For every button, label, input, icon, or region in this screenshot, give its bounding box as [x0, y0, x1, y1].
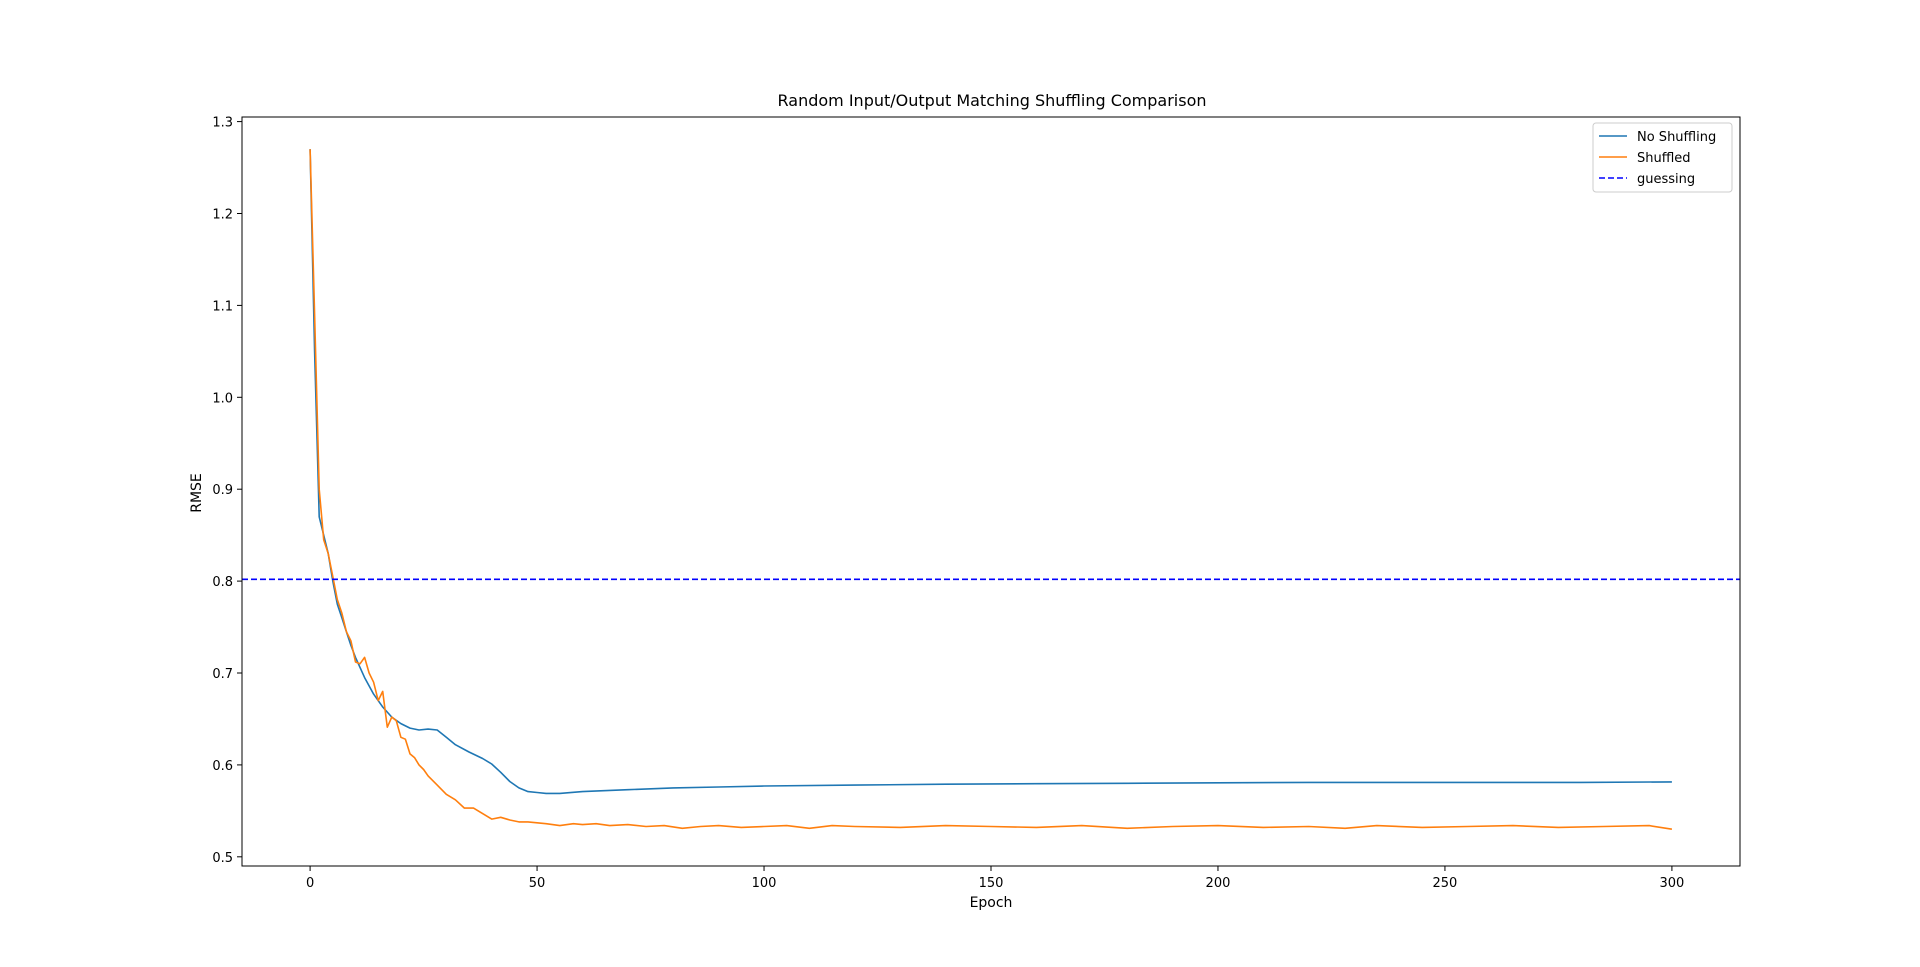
x-tick-label: 50: [529, 876, 546, 891]
y-tick-label: 0.8: [212, 575, 233, 590]
x-tick-label: 0: [306, 876, 314, 891]
y-tick-label: 0.6: [212, 759, 233, 774]
y-tick-label: 0.9: [212, 483, 233, 498]
chart-title: Random Input/Output Matching Shuffling C…: [778, 91, 1207, 110]
y-tick-label: 1.0: [212, 391, 233, 406]
legend-box: [1592, 122, 1733, 193]
y-tick-label: 1.1: [212, 299, 233, 314]
y-tick-label: 1.2: [212, 207, 233, 222]
y-axis-label: RMSE: [189, 473, 205, 513]
y-axis: 0.5 0.6 0.7 0.8 0.9 1.0 1.1 1.2 1.3: [212, 116, 242, 866]
y-tick-label: 0.5: [212, 851, 233, 866]
legend-label-no-shuffling: No Shuffling: [1637, 130, 1716, 145]
y-tick-label: 1.3: [212, 116, 233, 131]
x-tick-label: 200: [1206, 876, 1231, 891]
x-tick-label: 150: [979, 876, 1004, 891]
y-tick-label: 0.7: [212, 667, 233, 682]
series-layer: [242, 149, 1740, 830]
x-tick-label: 300: [1659, 876, 1684, 891]
x-tick-label: 250: [1433, 876, 1458, 891]
legend-label-shuffled: Shuffled: [1637, 151, 1691, 166]
x-tick-label: 100: [752, 876, 777, 891]
legend: No Shuffling Shuffled guessing: [1592, 122, 1733, 193]
x-axis: 0 50 100 150 200 250 300: [306, 866, 1684, 891]
x-axis-label: Epoch: [970, 895, 1013, 911]
legend-label-guessing: guessing: [1637, 172, 1695, 187]
series-line-shuffled: [309, 149, 1673, 830]
